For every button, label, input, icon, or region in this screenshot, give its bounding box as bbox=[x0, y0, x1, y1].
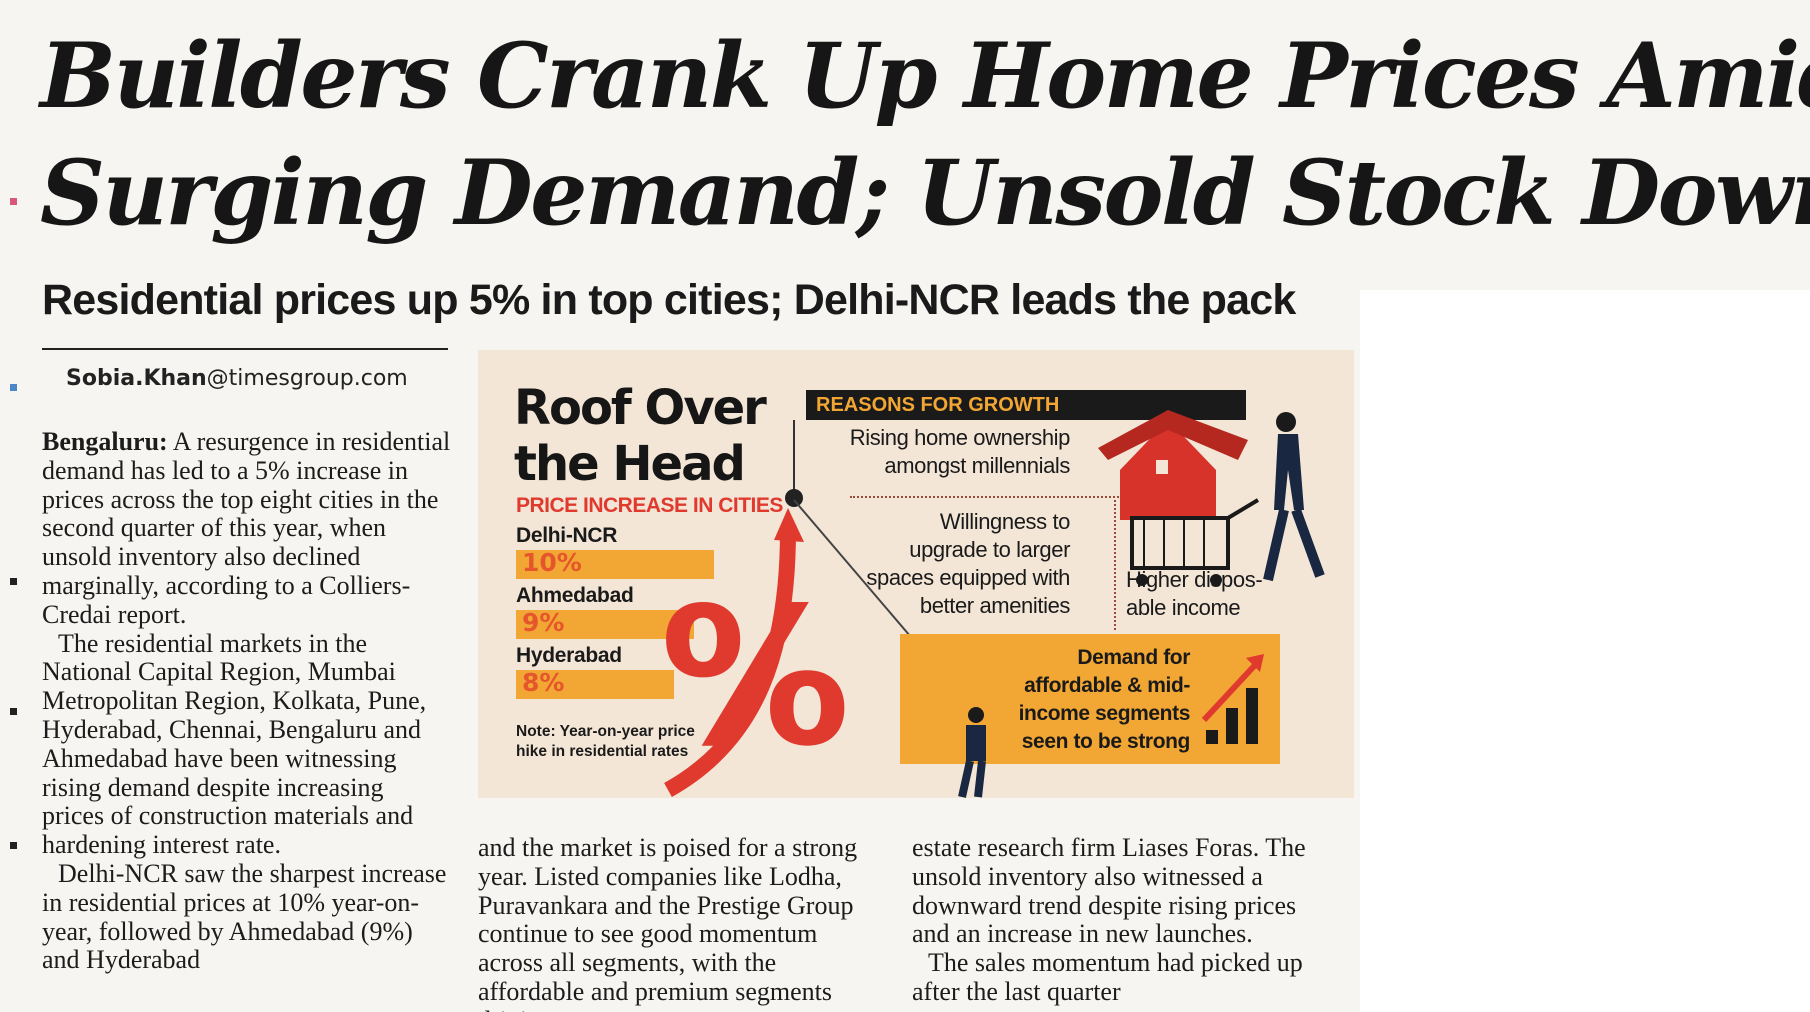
demand-box: Demand for affordable & mid- income segm… bbox=[900, 634, 1280, 764]
divider bbox=[850, 496, 1150, 498]
reason-line: income segments bbox=[1018, 702, 1191, 725]
infographic-title-line-2: the Head bbox=[514, 436, 746, 492]
page-margin bbox=[1360, 290, 1810, 1012]
note-line-1: Note: Year-on-year price bbox=[516, 723, 695, 740]
margin-mark bbox=[10, 842, 17, 849]
reason-line: able income bbox=[1126, 595, 1241, 620]
note-line-2: hike in residential rates bbox=[516, 743, 689, 760]
reason-line: upgrade to larger bbox=[909, 537, 1070, 562]
byline-name: Sobia.Khan bbox=[66, 366, 207, 391]
city-label: Delhi-NCR bbox=[516, 524, 618, 547]
byline-domain: @timesgroup.com bbox=[206, 366, 408, 391]
reason-affordable-demand: Demand for affordable & mid- income segm… bbox=[960, 644, 1191, 756]
reason-line: Higher dispos- bbox=[1126, 567, 1263, 592]
house-cart-icon bbox=[1098, 410, 1325, 586]
headline: Builders Crank Up Home Prices Amid Surgi… bbox=[40, 18, 1810, 252]
byline: Sobia.Khan@timesgroup.com bbox=[66, 366, 408, 391]
paragraph: Delhi-NCR saw the sharpest increase in r… bbox=[42, 858, 447, 975]
chart-note: Note: Year-on-year price hike in residen… bbox=[516, 722, 695, 762]
subheadline: Residential prices up 5% in top cities; … bbox=[42, 276, 1296, 324]
reason-upgrade-spaces: Willingness to upgrade to larger spaces … bbox=[778, 508, 1070, 620]
reasons-title: REASONS FOR GROWTH bbox=[816, 394, 1060, 416]
reason-line: affordable & mid- bbox=[1024, 674, 1190, 697]
article-column-1-clip: Bengaluru: A resurgence in residential d… bbox=[42, 428, 452, 1012]
infographic-title: Roof Over the Head bbox=[514, 380, 767, 492]
chart-subtitle: PRICE INCREASE IN CITIES bbox=[516, 494, 783, 517]
paragraph-text: A resurgence in residential demand has l… bbox=[42, 428, 451, 629]
city-label: Ahmedabad bbox=[516, 584, 634, 607]
price-bar: 9% bbox=[516, 608, 694, 639]
article-column-3: estate research firm Liases Foras. The u… bbox=[912, 834, 1332, 1007]
percent-icon: % bbox=[660, 567, 851, 788]
margin-mark bbox=[10, 708, 17, 715]
article-column-1: Bengaluru: A resurgence in residential d… bbox=[42, 428, 452, 975]
article-column-2: and the market is poised for a strong ye… bbox=[478, 834, 888, 1012]
person-figure-icon bbox=[958, 707, 986, 798]
rising-arrow-icon bbox=[664, 508, 804, 797]
bar-value-label: 10% bbox=[522, 548, 582, 577]
infographic: Roof Over the Head PRICE INCREASE IN CIT… bbox=[478, 350, 1354, 798]
bar-value-label: 9% bbox=[522, 608, 565, 637]
reason-line: amongst millennials bbox=[884, 453, 1070, 478]
paragraph: and the market is poised for a strong ye… bbox=[478, 834, 858, 1012]
bar-value-label: 8% bbox=[522, 668, 565, 697]
paragraph: The sales momentum had picked up after t… bbox=[912, 948, 1303, 1006]
reason-disposable-income: Higher dispos- able income bbox=[1126, 566, 1286, 622]
price-bar: 8% bbox=[516, 668, 674, 699]
paragraph: estate research firm Liases Foras. The u… bbox=[912, 834, 1306, 949]
infographic-title-line-1: Roof Over bbox=[514, 380, 767, 436]
margin-mark bbox=[10, 198, 17, 205]
reason-line: spaces equipped with bbox=[866, 565, 1070, 590]
dateline: Bengaluru: bbox=[42, 428, 168, 456]
reason-line: Willingness to bbox=[939, 509, 1071, 534]
reason-line: Rising home ownership bbox=[849, 425, 1071, 450]
article-column-3-clip: estate research firm Liases Foras. The u… bbox=[912, 834, 1332, 1012]
reason-home-ownership: Rising home ownership amongst millennial… bbox=[778, 424, 1071, 480]
headline-line-2: Surging Demand; Unsold Stock Down bbox=[40, 140, 1810, 246]
margin-mark bbox=[10, 578, 17, 585]
headline-line-1: Builders Crank Up Home Prices Amid bbox=[40, 23, 1810, 129]
margin-mark bbox=[10, 384, 17, 391]
paragraph: The residential markets in the National … bbox=[42, 628, 427, 860]
city-label: Hyderabad bbox=[516, 644, 622, 667]
paragraph: Bengaluru: A resurgence in residential d… bbox=[42, 428, 452, 630]
divider bbox=[1114, 500, 1116, 630]
byline-rule bbox=[42, 348, 448, 350]
article-column-2-clip: and the market is poised for a strong ye… bbox=[478, 834, 888, 1012]
reason-line: seen to be strong bbox=[1021, 730, 1191, 753]
price-bar: 10% bbox=[516, 548, 714, 579]
reason-line: better amenities bbox=[919, 593, 1071, 618]
reasons-header: REASONS FOR GROWTH bbox=[806, 390, 1246, 420]
growth-chart-icon bbox=[1201, 654, 1264, 744]
reason-line: Demand for bbox=[1077, 646, 1190, 669]
